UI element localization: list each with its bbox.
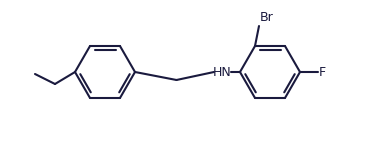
Text: F: F <box>319 66 326 78</box>
Text: Br: Br <box>260 11 274 24</box>
Text: HN: HN <box>213 66 231 78</box>
